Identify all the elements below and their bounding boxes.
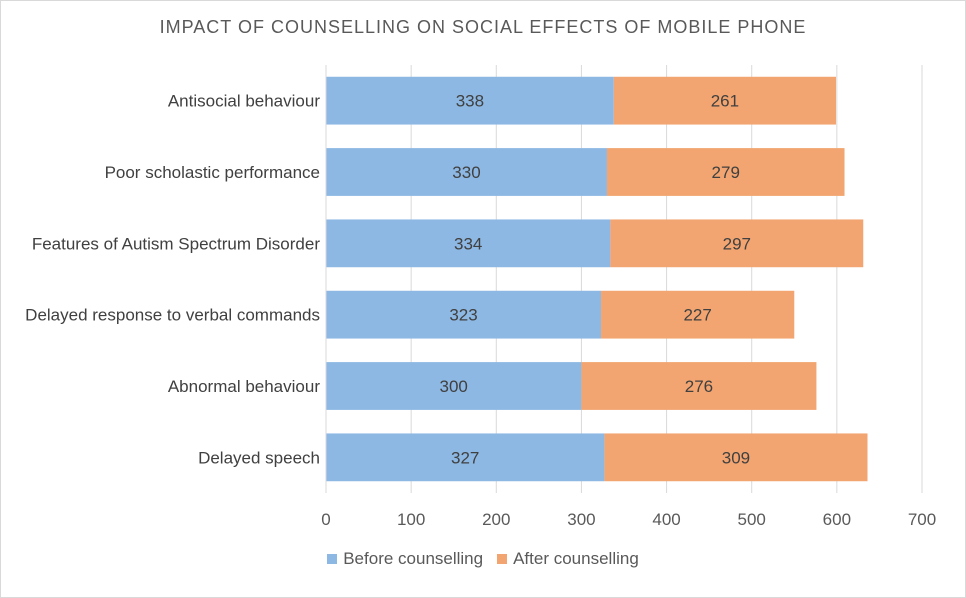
- bar-after-4: [581, 362, 817, 410]
- category-label-2: Features of Autism Spectrum Disorder: [32, 234, 321, 253]
- data-label-after-5: 309: [722, 448, 750, 467]
- legend-label-before: Before counselling: [343, 549, 484, 568]
- legend-swatch-after: [497, 554, 508, 564]
- bar-before-2: [326, 219, 611, 268]
- bar-after-0: [613, 76, 837, 125]
- legend-swatch-before: [327, 554, 338, 564]
- x-tick-label-1: 100: [397, 510, 425, 529]
- x-tick-label-4: 400: [652, 510, 680, 529]
- data-label-after-1: 279: [712, 163, 740, 182]
- bar-after-3: [601, 290, 795, 339]
- bar-before-0: [326, 76, 614, 125]
- bar-before-1: [326, 148, 607, 196]
- legend-label-after: After counselling: [513, 549, 639, 568]
- data-label-before-4: 300: [440, 377, 468, 396]
- data-label-before-3: 323: [449, 306, 477, 325]
- bar-before-4: [326, 362, 582, 410]
- legend: Before counselling After counselling: [1, 549, 965, 569]
- category-label-0: Antisocial behaviour: [168, 92, 320, 111]
- category-label-1: Poor scholastic performance: [105, 163, 320, 182]
- data-label-before-5: 327: [451, 448, 479, 467]
- data-label-after-4: 276: [685, 377, 713, 396]
- bar-after-5: [604, 433, 868, 482]
- data-label-after-2: 297: [723, 234, 751, 253]
- chart-title: IMPACT OF COUNSELLING ON SOCIAL EFFECTS …: [159, 17, 807, 37]
- x-tick-label-7: 700: [908, 510, 936, 529]
- legend-item-before: Before counselling: [327, 549, 483, 569]
- category-label-5: Delayed speech: [198, 448, 320, 467]
- legend-item-after: After counselling: [497, 549, 639, 569]
- data-label-before-1: 330: [452, 163, 480, 182]
- x-tick-label-5: 500: [738, 510, 766, 529]
- bar-after-2: [610, 219, 864, 268]
- bar-after-1: [606, 148, 845, 196]
- x-tick-label-2: 200: [482, 510, 510, 529]
- data-label-before-0: 338: [456, 92, 484, 111]
- x-tick-label-6: 600: [823, 510, 851, 529]
- bar-before-5: [326, 433, 605, 482]
- data-label-after-0: 261: [711, 92, 739, 111]
- x-tick-label-3: 300: [567, 510, 595, 529]
- category-label-3: Delayed response to verbal commands: [25, 306, 320, 325]
- x-tick-label-0: 0: [321, 510, 330, 529]
- category-label-4: Abnormal behaviour: [168, 377, 320, 396]
- data-label-before-2: 334: [454, 234, 482, 253]
- bar-before-3: [326, 290, 602, 339]
- data-label-after-3: 227: [683, 306, 711, 325]
